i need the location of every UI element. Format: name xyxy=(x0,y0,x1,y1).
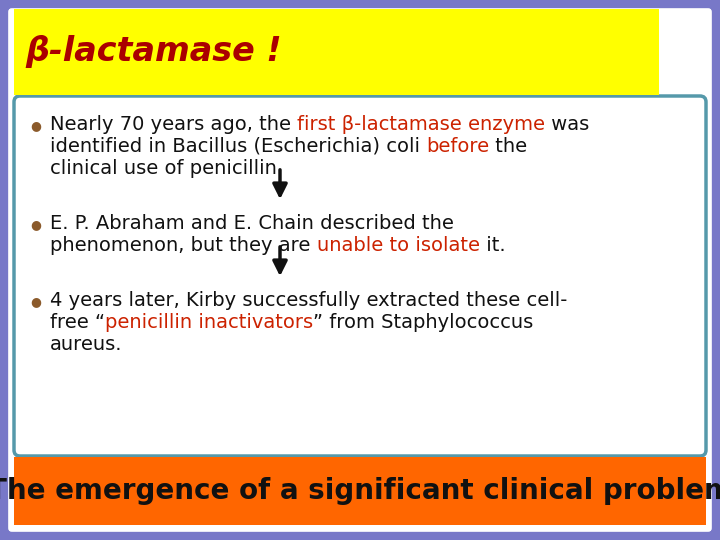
FancyBboxPatch shape xyxy=(4,4,716,536)
Text: aureus.: aureus. xyxy=(50,335,122,354)
Text: phenomenon, but they are: phenomenon, but they are xyxy=(50,236,317,255)
Text: identified in Bacillus (Escherichia) coli: identified in Bacillus (Escherichia) col… xyxy=(50,137,426,156)
Text: β-lactamase !: β-lactamase ! xyxy=(25,36,282,69)
Text: E. P. Abraham and E. Chain described the: E. P. Abraham and E. Chain described the xyxy=(50,214,454,233)
FancyBboxPatch shape xyxy=(14,9,659,95)
Text: unable to isolate: unable to isolate xyxy=(317,236,480,255)
FancyBboxPatch shape xyxy=(14,457,706,525)
Text: 4 years later, Kirby successfully extracted these cell-: 4 years later, Kirby successfully extrac… xyxy=(50,291,567,310)
Text: clinical use of penicillin.: clinical use of penicillin. xyxy=(50,159,283,178)
Text: was: was xyxy=(545,115,590,134)
Text: before: before xyxy=(426,137,490,156)
Text: ” from Staphylococcus: ” from Staphylococcus xyxy=(313,313,534,332)
Text: The emergence of a significant clinical problem: The emergence of a significant clinical … xyxy=(0,477,720,505)
Text: penicillin inactivators: penicillin inactivators xyxy=(105,313,313,332)
Text: first β-lactamase enzyme: first β-lactamase enzyme xyxy=(297,115,545,134)
Text: it.: it. xyxy=(480,236,505,255)
Text: free “: free “ xyxy=(50,313,105,332)
Text: the: the xyxy=(490,137,528,156)
Text: ●: ● xyxy=(30,119,41,132)
FancyBboxPatch shape xyxy=(14,96,706,456)
Text: ●: ● xyxy=(30,295,41,308)
Text: ●: ● xyxy=(30,218,41,231)
Text: Nearly 70 years ago, the: Nearly 70 years ago, the xyxy=(50,115,297,134)
